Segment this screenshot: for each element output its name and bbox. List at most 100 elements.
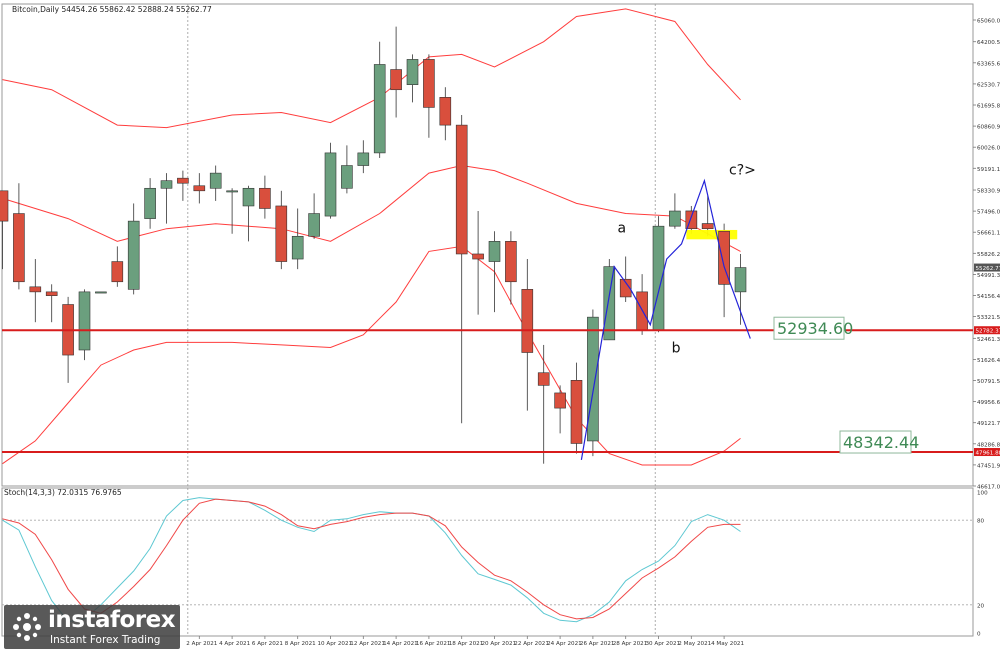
bearish-candle: [423, 59, 435, 108]
y-tick-label: 52461.30: [977, 337, 1000, 343]
y-tick-label: 54991.30: [977, 273, 1000, 279]
y-tick-label: 57496.00: [977, 210, 1000, 216]
y-tick-label: 55826.20: [977, 252, 1000, 258]
stoch-tick-label: 0: [977, 632, 981, 638]
bearish-candle: [570, 380, 583, 444]
y-tick-label: 49121.70: [977, 421, 1000, 427]
y-tick-label: 50791.50: [977, 379, 1000, 385]
bullish-candle: [669, 210, 681, 227]
y-tick-label: 47451.90: [977, 463, 1000, 469]
y-tick-label: 49956.60: [977, 400, 1000, 406]
bullish-candle: [324, 152, 337, 217]
candle-overlay: [701, 223, 714, 230]
y-tick-label: 54156.40: [977, 294, 1000, 300]
y-tick-label: 58330.90: [977, 189, 1000, 195]
bullish-candle: [587, 316, 599, 442]
bearish-candle: [193, 185, 206, 192]
bearish-candle: [537, 372, 550, 386]
x-tick-label: 14 Apr 2021: [383, 641, 418, 647]
bullish-candle: [242, 187, 255, 207]
stoch-header: Stoch(14,3,3) 72.0315 76.9765: [4, 488, 122, 497]
wave-label: b: [672, 341, 681, 357]
highlight-zone: [686, 229, 738, 240]
y-tick-label: 48286.80: [977, 442, 1000, 448]
logo-tagline: Instant Forex Trading: [50, 634, 161, 646]
bollinger-lower-band: [2, 245, 741, 466]
bearish-candle: [472, 253, 484, 260]
x-tick-label: 22 Apr 2021: [514, 641, 549, 647]
stoch-pane-frame: [1, 487, 974, 637]
y-tick-label: 61695.80: [977, 104, 1000, 110]
bullish-candle: [357, 152, 370, 166]
x-tick-label: 28 Apr 2021: [613, 641, 648, 647]
bearish-candle: [259, 187, 271, 209]
y-tick-label: 59191.10: [977, 167, 1000, 173]
bullish-candle: [144, 187, 156, 219]
bullish-candle: [78, 291, 91, 351]
bearish-candle: [13, 213, 25, 283]
bullish-candle: [95, 291, 107, 294]
wave-label: a: [618, 220, 627, 236]
current-price-label: 55262.77: [976, 266, 1000, 272]
bullish-candle: [226, 190, 238, 193]
x-tick-label: 18 Apr 2021: [449, 641, 484, 647]
wave-label: c?>: [729, 162, 756, 178]
bullish-candle: [406, 59, 419, 85]
candle-overlay: [718, 230, 730, 285]
x-tick-label: 12 Apr 2021: [350, 641, 385, 647]
level-price-tag: [974, 448, 1000, 457]
y-tick-label: 60026.00: [977, 146, 1000, 152]
stoch-tick-label: 80: [977, 519, 985, 525]
x-tick-label: 24 Apr 2021: [547, 641, 582, 647]
level-annotation-box: [773, 316, 845, 340]
level-annotation-box: [839, 430, 912, 454]
bullish-candle: [734, 267, 747, 293]
y-tick-label: 64200.55: [977, 40, 1000, 46]
bearish-candle: [521, 289, 534, 353]
y-tick-label: 53321.50: [977, 315, 1000, 321]
level-annotation-text: 52934.60: [777, 319, 853, 338]
stoch-tick-label: 100: [977, 491, 988, 497]
x-tick-label: 6 Apr 2021: [252, 641, 283, 647]
bearish-candle: [177, 177, 189, 184]
stoch-tick-label: 20: [977, 603, 985, 609]
logo-name: instaforex: [48, 607, 176, 633]
x-tick-label: 20 Apr 2021: [482, 641, 517, 647]
bearish-candle: [45, 291, 58, 296]
bullish-candle: [488, 241, 501, 262]
bullish-candle: [603, 266, 616, 341]
level-price-label: 52782.37: [976, 329, 1000, 335]
brand-logo: instaforex Instant Forex Trading: [4, 605, 180, 649]
y-tick-label: 62530.70: [977, 82, 1000, 88]
x-tick-label: 16 Apr 2021: [416, 641, 451, 647]
elliott-wave-line: [580, 178, 751, 461]
bearish-candle: [111, 261, 124, 283]
bollinger-middle-band: [2, 164, 741, 252]
bearish-candle: [390, 69, 402, 91]
current-price-tag: [974, 263, 1000, 272]
symbol-header: Bitcoin,Daily 54454.26 55862.42 52888.24…: [12, 5, 212, 14]
bullish-candle: [160, 180, 173, 189]
x-tick-label: 4 Apr 2021: [219, 641, 250, 647]
bearish-candle: [439, 97, 452, 126]
x-tick-label: 26 Apr 2021: [580, 641, 615, 647]
level-price-label: 47961.88: [976, 451, 1000, 457]
y-tick-label: 60860.90: [977, 125, 1000, 131]
stoch-signal-line: [2, 498, 741, 620]
bullish-candle: [308, 213, 320, 237]
bullish-candle: [127, 220, 140, 290]
level-annotation-text: 48342.44: [843, 433, 919, 452]
x-tick-label: 4 May 2021: [711, 641, 744, 647]
bearish-candle: [29, 286, 42, 293]
bullish-candle: [341, 165, 353, 189]
bearish-candle: [455, 124, 468, 255]
x-tick-label: 30 Apr 2021: [646, 641, 681, 647]
level-price-tag: [974, 326, 1000, 335]
y-tick-label: 65060.00: [977, 19, 1000, 25]
candle-overlay: [685, 210, 698, 230]
bearish-candle: [554, 392, 566, 409]
main-pane-frame: [1, 3, 974, 487]
bearish-candle: [0, 190, 9, 222]
x-tick-label: 8 Apr 2021: [285, 641, 316, 647]
